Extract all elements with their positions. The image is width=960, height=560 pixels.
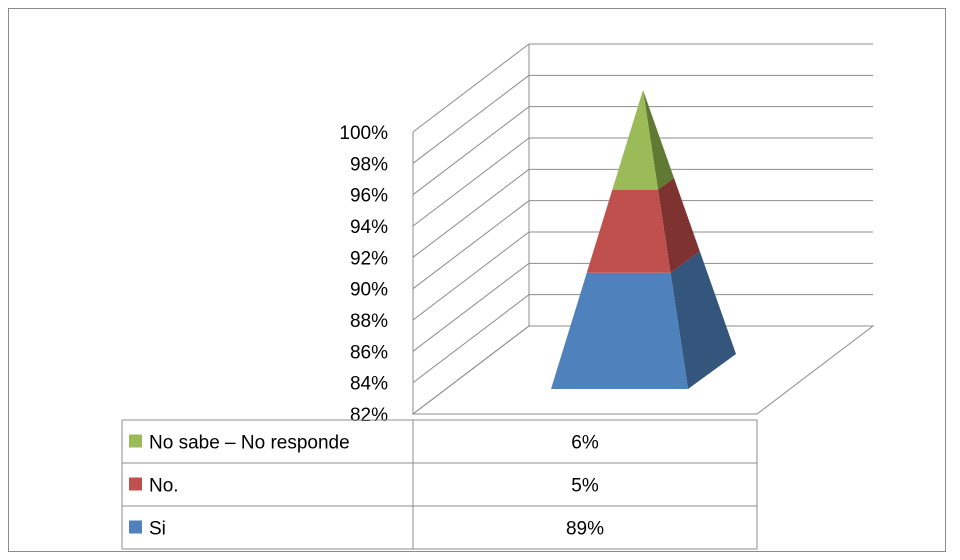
y-tick-label: 90%	[350, 280, 388, 301]
gridline-side	[412, 137, 530, 227]
gridline-side	[412, 200, 530, 290]
y-tick-label: 92%	[350, 248, 388, 269]
legend-swatch	[129, 520, 142, 534]
gridline-side	[412, 168, 530, 258]
pyramid-side-si	[670, 251, 736, 389]
pyramid-series	[551, 90, 736, 389]
data-table: No sabe – No responde 6% No. 5% Si 89%	[121, 419, 758, 550]
pyramid-side-no	[658, 178, 700, 273]
y-tick-label: 94%	[350, 217, 388, 238]
legend-series-name: No.	[149, 476, 179, 497]
floor-outline	[411, 325, 875, 415]
gridline-side	[412, 231, 530, 321]
legend-series-name: No sabe – No responde	[149, 433, 350, 454]
y-tick-label: 84%	[350, 374, 388, 395]
data-label: 5%	[571, 476, 599, 497]
chart-floor	[411, 325, 875, 415]
y-tick-label: 88%	[350, 311, 388, 332]
gridline-side	[412, 294, 530, 384]
y-axis-ticks: 82% 84% 86% 88% 90% 92% 94% 96% 98% 100%	[339, 123, 388, 426]
y-tick-label: 86%	[350, 342, 388, 363]
y-tick-label: 100%	[339, 123, 388, 144]
pyramid-front-no-sabe-no-responde	[612, 90, 658, 190]
gridline-side	[412, 43, 530, 133]
legend-swatch	[129, 434, 142, 448]
gridline-side	[412, 262, 530, 352]
legend-swatch	[129, 477, 142, 491]
data-label: 89%	[566, 519, 604, 540]
data-label: 6%	[571, 433, 599, 454]
pyramid-side-no-sabe-no-responde	[643, 90, 674, 190]
y-tick-label: 82%	[350, 405, 388, 426]
legend-series-name: Si	[149, 519, 166, 540]
chart-frame	[8, 8, 946, 552]
y-tick-label: 98%	[350, 154, 388, 175]
pyramid-front-si	[551, 272, 688, 389]
pyramid-front-no	[586, 189, 671, 273]
y-tick-label: 96%	[350, 186, 388, 207]
gridline-side	[412, 106, 530, 196]
gridline-side	[412, 74, 530, 164]
